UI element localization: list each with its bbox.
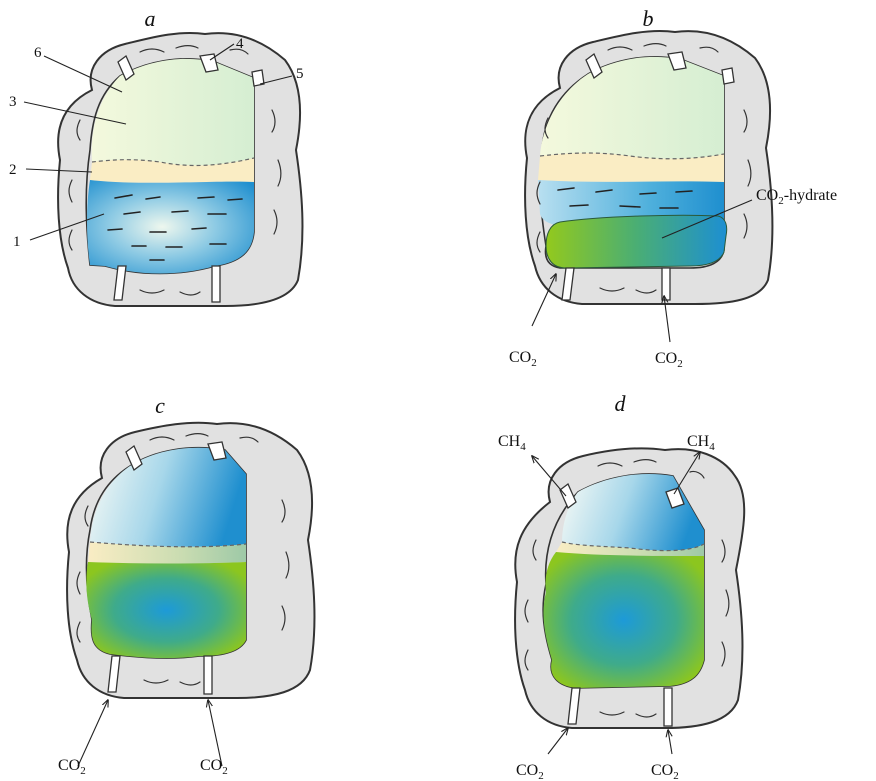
ch4-outflow-arrow [532,456,567,497]
number-label-6: 6 [34,45,42,61]
interface-line [539,152,725,160]
rock-texture [524,459,730,718]
leader-5 [259,75,293,85]
panel-a: a [9,6,304,307]
ch4-label: CH4 [498,433,526,453]
co2-label: CO2 [655,350,683,370]
panel-d: d CH4 CH4 CO2 [498,391,746,781]
co2-inflow-arrow [208,700,223,767]
panel-label-b: b [643,6,654,31]
interface-line [561,541,705,552]
panel-label-d: d [615,391,627,416]
co2-label: CO2 [200,757,228,777]
leader-2 [25,168,93,173]
panel-b: b [509,6,837,370]
co2-inflow-arrow [531,274,556,327]
water-phase [87,180,254,274]
co2-label: CO2 [651,762,679,781]
co2-label: CO2 [509,349,537,369]
water-dashes [107,194,243,261]
number-label-2: 2 [9,162,17,178]
co2-hydrate-label: CO2-hydrate [756,187,837,207]
leader-1 [29,213,105,241]
leader-co2-hydrate [661,199,753,239]
co2-label: CO2 [58,757,86,777]
co2-hydrate-phase [86,562,246,659]
number-label-5: 5 [296,66,304,82]
interlayer [538,153,724,182]
rock-texture [68,45,282,296]
gas-phase [91,58,254,166]
ch4-label: CH4 [687,433,715,453]
panel-label-a: a [145,6,156,31]
gas-phase [90,447,246,547]
co2-inflow-arrow [547,728,568,755]
co2-inflow-arrow [664,296,671,343]
number-label-1: 1 [13,234,21,250]
pore-throats [113,53,265,303]
interlayer [556,542,704,556]
interface-line [89,541,247,548]
co2-inflow-arrow [668,730,672,755]
panel-label-c: c [155,393,165,418]
interlayer [88,542,246,564]
co2-hydrate-layer [545,214,728,269]
leader-4 [209,43,235,61]
pore-throats [559,482,685,727]
co2-hydrate-phase [543,552,704,688]
leader-6 [43,55,123,93]
pore-throats [107,441,227,695]
leader-3 [23,101,127,125]
rock-texture [536,43,752,294]
interface-line [91,157,255,167]
number-label-3: 3 [9,94,17,110]
ch4-outflow-arrow [673,452,700,495]
interlayer [90,158,254,183]
panel-c: c CO2 CO2 [58,393,316,777]
pore-throats [561,51,735,301]
co2-label: CO2 [516,762,544,781]
number-label-4: 4 [236,36,244,52]
co2-inflow-arrow [77,700,108,767]
gas-phase [540,56,724,159]
rock-texture [76,433,290,686]
water-dashes [557,187,693,209]
